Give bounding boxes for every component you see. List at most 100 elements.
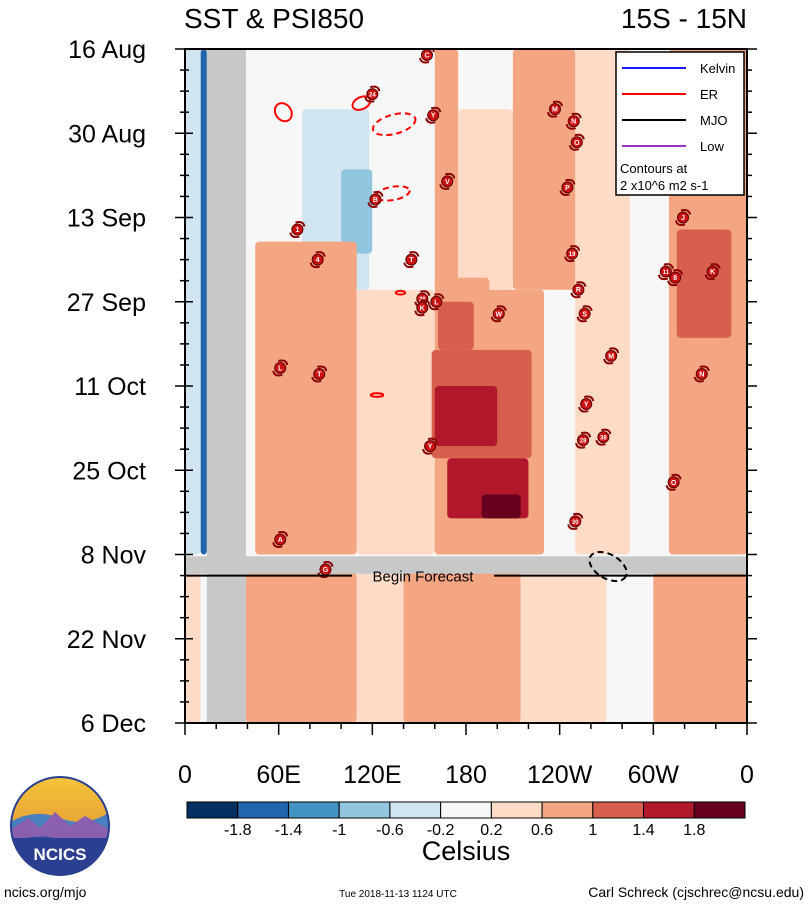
storm-label: C bbox=[424, 53, 429, 60]
storm-label: K bbox=[710, 269, 715, 276]
y-tick-label: 11 Oct bbox=[74, 373, 146, 401]
storm-label: M bbox=[608, 353, 614, 360]
storm-icon bbox=[577, 434, 590, 447]
storm-icon bbox=[578, 307, 591, 320]
colorbar-tick-label: 1 bbox=[588, 822, 597, 839]
storm-icon bbox=[427, 109, 440, 122]
legend-label: Kelvin bbox=[700, 61, 735, 76]
storm-icon bbox=[405, 253, 418, 266]
storm-arm-icon bbox=[710, 263, 721, 269]
sst-region bbox=[520, 572, 607, 723]
storm-icon bbox=[706, 265, 719, 278]
storm-arm-icon bbox=[295, 221, 306, 227]
colorbar-swatch bbox=[693, 801, 746, 819]
sst-region bbox=[653, 572, 747, 723]
storm-arm-icon bbox=[425, 117, 436, 124]
storm-label: 8 bbox=[673, 275, 677, 282]
y-tick-label: 22 Nov bbox=[67, 626, 147, 654]
storm-arm-icon bbox=[428, 304, 439, 311]
colorbar-swatch bbox=[186, 801, 239, 819]
storm-label: 38 bbox=[600, 436, 607, 442]
storm-arm-icon bbox=[657, 274, 669, 281]
colorbar-swatch bbox=[541, 801, 594, 819]
footer-timestamp: Tue 2018-11-13 1124 UTC bbox=[339, 889, 457, 900]
storm-marker: R bbox=[570, 281, 587, 299]
storm-icon bbox=[441, 175, 454, 188]
colorbar-swatch bbox=[592, 801, 645, 819]
storm-arm-icon bbox=[272, 542, 283, 548]
storm-arm-icon bbox=[373, 190, 384, 197]
storm-arm-icon bbox=[289, 232, 300, 239]
storm-arm-icon bbox=[272, 370, 283, 377]
colorbar-tick-label: -0.2 bbox=[427, 822, 455, 839]
storm-marker: 24 bbox=[364, 85, 381, 103]
storm-marker: 11 bbox=[657, 263, 674, 281]
storm-icon bbox=[567, 115, 580, 128]
sst-region bbox=[434, 49, 459, 290]
storm-arm-icon bbox=[559, 190, 570, 196]
footer-site: ncics.org/mjo bbox=[4, 884, 87, 900]
storm-arm-icon bbox=[680, 209, 691, 215]
colorbar-tick-label: -1.8 bbox=[224, 822, 252, 839]
storm-arm-icon bbox=[439, 184, 450, 190]
x-tick-label: 180 bbox=[445, 761, 487, 789]
sst-region bbox=[458, 109, 513, 290]
sst-region bbox=[434, 386, 498, 447]
sst-region bbox=[606, 572, 654, 723]
legend-label: MJO bbox=[700, 113, 727, 128]
storm-marker: L bbox=[428, 293, 445, 311]
storm-arm-icon bbox=[667, 280, 678, 287]
storm-label: R bbox=[576, 287, 581, 294]
storm-arm-icon bbox=[552, 100, 563, 107]
storm-arm-icon bbox=[699, 365, 710, 372]
storm-arm-icon bbox=[582, 305, 593, 312]
y-tick-label: 25 Oct bbox=[72, 457, 146, 485]
colorbar-swatch bbox=[287, 801, 340, 819]
logo-text: NCICS bbox=[34, 845, 87, 864]
storm-arm-icon bbox=[693, 376, 704, 383]
storm-arm-icon bbox=[583, 395, 595, 402]
storm-arm-icon bbox=[430, 106, 442, 113]
storm-arm-icon bbox=[580, 431, 592, 438]
storm-arm-icon bbox=[311, 376, 322, 383]
storm-label: T bbox=[409, 257, 414, 264]
x-tick-label: 60E bbox=[256, 761, 300, 789]
storm-arm-icon bbox=[430, 49, 435, 53]
storm-marker: T bbox=[311, 365, 328, 383]
sst-region bbox=[245, 49, 373, 122]
storm-arm-icon bbox=[567, 524, 578, 530]
storm-marker: P bbox=[559, 178, 576, 196]
storm-marker: Y bbox=[425, 106, 442, 124]
ncics-logo: NCICS bbox=[10, 776, 110, 876]
storm-icon bbox=[570, 136, 583, 149]
storm-label: 30 bbox=[572, 520, 579, 526]
storm-icon bbox=[274, 533, 287, 546]
storm-marker: 30 bbox=[567, 512, 584, 530]
storm-icon bbox=[695, 367, 708, 380]
storm-marker: A bbox=[272, 530, 289, 548]
storm-label: W bbox=[495, 311, 502, 318]
colorbar-tick-label: 0.2 bbox=[480, 822, 502, 839]
storm-label: 11 bbox=[663, 270, 670, 276]
colorbar-swatch bbox=[643, 801, 695, 819]
storm-arm-icon bbox=[427, 437, 439, 444]
storm-marker: S bbox=[576, 305, 593, 323]
x-tick-label: 120W bbox=[527, 761, 593, 789]
colorbar-swatch bbox=[237, 801, 289, 819]
storm-marker: L bbox=[272, 359, 289, 377]
storm-icon bbox=[430, 295, 443, 308]
storm-arm-icon bbox=[370, 85, 381, 92]
storm-icon bbox=[667, 476, 680, 489]
contour-er bbox=[369, 392, 385, 398]
missing-data-mask bbox=[185, 49, 747, 723]
storm-label: L bbox=[434, 299, 439, 306]
storm-arm-icon bbox=[569, 245, 581, 251]
title-left: SST & PSI850 bbox=[184, 3, 364, 34]
sst-region bbox=[629, 169, 669, 555]
sst-region bbox=[255, 241, 357, 555]
sst-region bbox=[200, 49, 207, 555]
sst-region bbox=[481, 494, 521, 519]
storm-arm-icon bbox=[704, 274, 715, 281]
legend-label: ER bbox=[700, 87, 718, 102]
